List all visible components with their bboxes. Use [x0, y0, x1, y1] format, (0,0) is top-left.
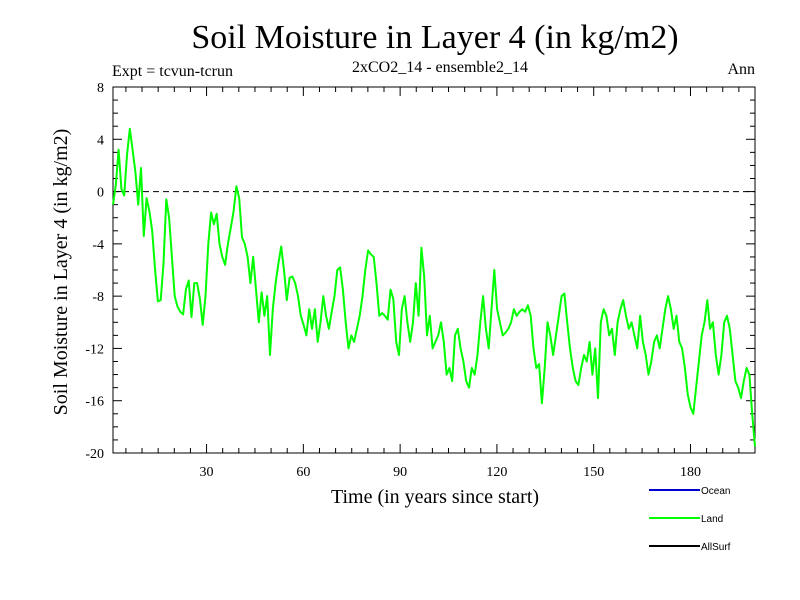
- legend-label-land: Land: [701, 514, 723, 525]
- y-tick-label: -8: [92, 290, 104, 305]
- series-line-land: [112, 127, 756, 447]
- y-tick-label: -4: [92, 238, 104, 253]
- y-tick-label: -20: [85, 447, 104, 462]
- x-tick-label: 150: [583, 465, 604, 480]
- y-tick-label: 0: [97, 186, 104, 201]
- y-axis-label: Soil Moisture in Layer 4 (in kg/m2): [50, 129, 72, 416]
- legend: Ocean Land AllSurf: [649, 486, 731, 553]
- legend-label-allsurf: AllSurf: [701, 542, 731, 553]
- plot-area: 8 4 0 -4 -8 -12 -16 -20 30 60 90 120 150 180: [85, 81, 756, 480]
- y-tick-label: -16: [85, 395, 104, 410]
- x-tick-label: 30: [200, 465, 214, 480]
- y-tick-label: 4: [97, 133, 104, 148]
- period-label: Ann: [727, 61, 755, 78]
- plot-frame: [112, 86, 756, 454]
- x-tick-label: 120: [486, 465, 507, 480]
- chart-subtitle: 2xCO2_14 - ensemble2_14: [352, 59, 528, 76]
- y-tick-label: -12: [85, 342, 104, 357]
- x-tick-label: 90: [393, 465, 407, 480]
- legend-label-ocean: Ocean: [701, 486, 730, 497]
- chart-title: Soil Moisture in Layer 4 (in kg/m2): [191, 19, 678, 56]
- x-axis-label: Time (in years since start): [331, 486, 539, 508]
- experiment-label: Expt = tcvun-tcrun: [112, 63, 233, 80]
- x-tick-label: 60: [296, 465, 310, 480]
- x-tick-label: 180: [680, 465, 701, 480]
- y-tick-label: 8: [97, 81, 104, 96]
